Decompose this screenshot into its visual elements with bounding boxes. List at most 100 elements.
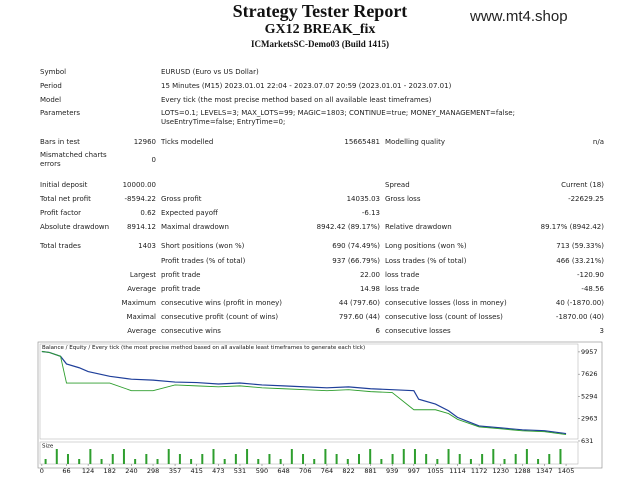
cell-value3: -1870.00 (40) [555,313,604,321]
size-bar [324,449,327,464]
size-bar [436,459,439,464]
plot-area [39,343,579,440]
cell-value2: 14.98 [359,285,380,293]
size-label: Size [42,444,54,450]
cell-label: Initial deposit [40,181,88,189]
size-bar [313,459,316,464]
cell-label2: Gross profit [161,195,202,203]
server-name: ICMarketsSC-Demo03 (Build 1415) [251,39,389,49]
y-tick-label: 631 [581,437,593,445]
cell-prefix: Maximal [126,313,156,321]
watermark: www.mt4.shop [470,8,568,25]
size-bar [145,454,148,464]
size-bar [481,454,484,464]
y-tick-label: 5294 [581,392,598,400]
cell-label: Bars in test [40,138,80,146]
series-line [41,350,567,435]
size-bar [391,454,394,464]
size-bar [559,449,562,464]
cell-label2: Ticks modelled [161,138,214,146]
y-tick-label: 2963 [581,415,598,423]
size-bar [447,449,450,464]
cell-value2: 937 (66.79%) [332,257,380,265]
cell-value2: 22.00 [359,271,380,279]
cell-value: 10000.00 [122,181,156,189]
x-tick-label: 531 [234,467,246,475]
size-bar [156,459,159,464]
x-tick-label: 1347 [536,467,553,475]
y-tick-label: 9957 [581,348,598,356]
report-title: Strategy Tester Report [232,1,408,21]
size-bar [257,459,260,464]
size-bar [66,454,69,464]
cell-text: Every tick (the most precise method base… [161,96,432,104]
cell-label: Model [40,96,62,104]
cell-label2: Maximal drawdown [161,223,229,231]
cell-label: Mismatched charts errors [40,151,107,168]
size-bar [190,459,193,464]
cell-value3: n/a [592,138,604,146]
size-bar [167,449,170,464]
x-tick-label: 1172 [471,467,488,475]
cell-label: Total trades [40,242,81,250]
x-tick-label: 240 [125,467,137,475]
cell-label3: Spread [385,181,410,189]
cell-value2: 15665481 [344,138,380,146]
cell-label2: profit trade [161,285,201,293]
cell-label: Absolute drawdown [40,223,110,231]
size-bar [201,454,204,464]
x-tick-label: 298 [147,467,159,475]
cell-prefix: Largest [129,271,156,279]
size-bar [122,449,125,464]
cell-prefix: Average [127,285,156,293]
size-bar [335,454,338,464]
x-tick-label: 1114 [449,467,466,475]
x-tick-label: 124 [82,467,94,475]
report-subtitle: GX12 BREAK_fix [264,22,376,37]
cell-label3: consecutive loss (count of losses) [385,313,503,321]
size-bar [469,459,472,464]
x-tick-label: 1055 [427,467,444,475]
size-bar [78,459,81,464]
x-tick-label: 357 [169,467,181,475]
cell-value3: -48.56 [581,285,604,293]
cell-label: Profit factor [40,209,81,217]
cell-label2: profit trade [161,271,201,279]
size-bar [268,454,271,464]
cell-label3: consecutive losses (loss in money) [385,299,507,307]
cell-value: 0.62 [140,209,156,217]
x-tick-label: 939 [386,467,398,475]
x-tick-label: 590 [256,467,268,475]
x-tick-label: 66 [62,467,70,475]
cell-label2: consecutive wins [161,327,221,335]
x-tick-label: 764 [321,467,333,475]
x-tick-label: 1288 [514,467,531,475]
cell-value3: -22629.25 [568,195,604,203]
cell-label3: Loss trades (% of total) [385,257,467,265]
cell-label3: loss trade [385,285,420,293]
cell-label2: Expected payoff [161,209,218,217]
cell-value2: 797.60 (44) [338,313,380,321]
cell-value2: 6 [375,327,380,335]
cell-label: Period [40,82,62,90]
size-bar [55,449,58,464]
cell-label2: consecutive profit (count of wins) [161,313,279,321]
size-bar [100,459,103,464]
size-bar [302,454,305,464]
x-tick-label: 1230 [492,467,509,475]
series-line [41,351,567,436]
cell-value2: -6.13 [361,209,380,217]
size-bar [89,449,92,464]
chart-title: Balance / Equity / Every tick (the most … [42,345,365,351]
cell-value: 12960 [133,138,156,146]
size-bar [369,449,372,464]
cell-label: Parameters [40,109,81,117]
x-tick-label: 473 [212,467,224,475]
size-panel [39,441,579,465]
size-bar [514,454,517,464]
size-bar [537,459,540,464]
x-tick-label: 648 [277,467,289,475]
cell-value2: 690 (74.49%) [332,242,380,250]
